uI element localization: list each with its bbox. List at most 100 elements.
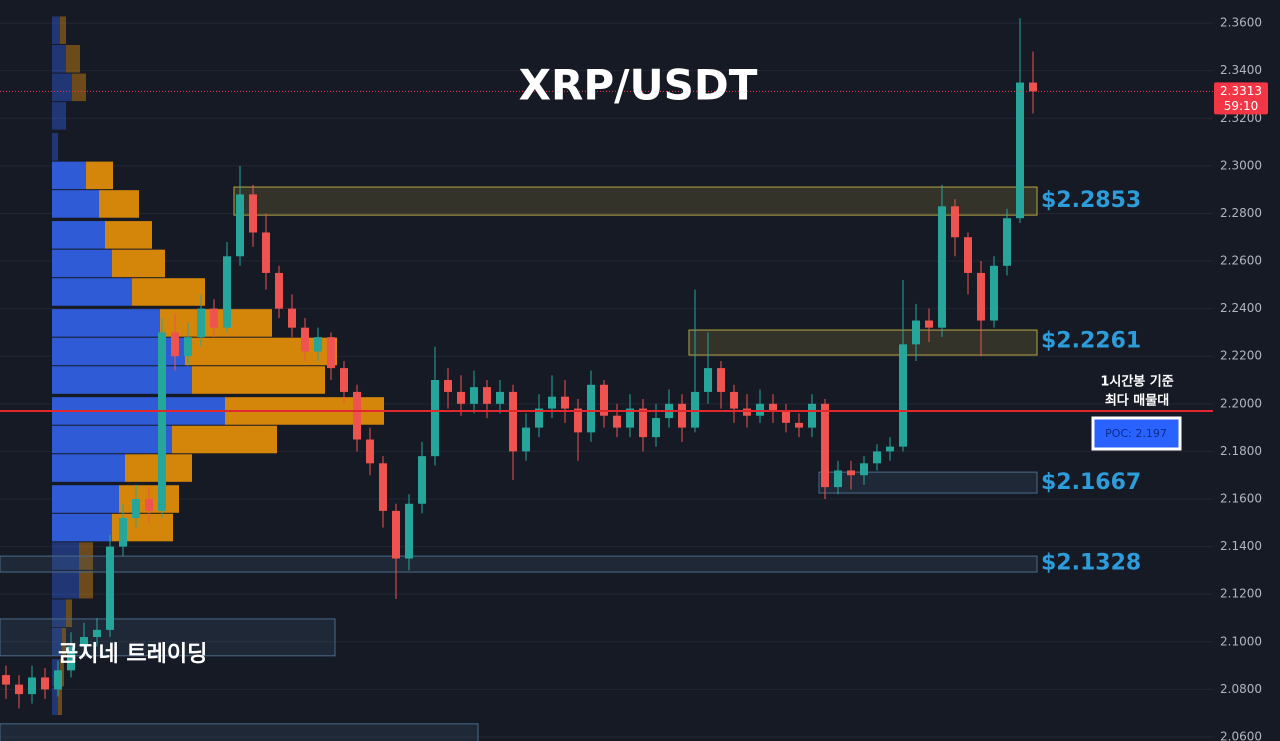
candle-body (106, 546, 114, 630)
y-tick-label: 2.3400 (1220, 63, 1262, 77)
candle-body (119, 518, 127, 547)
y-tick-label: 2.2600 (1220, 254, 1262, 268)
profile-buy (52, 44, 66, 73)
candle-body (1003, 218, 1011, 266)
profile-buy (52, 454, 125, 482)
candle-body (54, 670, 62, 690)
candle-body (314, 337, 322, 352)
candle-body (925, 320, 933, 328)
zone (818, 471, 1038, 494)
profile-sell (66, 599, 72, 627)
candle-body (756, 403, 764, 416)
profile-sell (86, 161, 113, 190)
profile-buy (52, 102, 66, 130)
candle-body (158, 332, 166, 511)
candle-body (600, 384, 608, 416)
candle-body (353, 391, 361, 440)
profile-sell (105, 221, 152, 249)
profile-buy (52, 190, 99, 218)
profile-sell (132, 278, 205, 306)
profile-buy (52, 249, 112, 278)
profile-buy (52, 599, 66, 627)
candle-body (444, 380, 452, 392)
y-tick-label: 2.3600 (1220, 16, 1262, 30)
candle-body (626, 408, 634, 428)
y-tick-label: 2.1600 (1220, 491, 1262, 505)
candle-body (964, 237, 972, 273)
candle-body (418, 456, 426, 504)
candle-body (574, 408, 582, 433)
price-tag-label: 2.3313 (1220, 84, 1262, 98)
candle-body (652, 418, 660, 438)
candles (2, 18, 1037, 709)
poc-label: POC: 2.197 (1105, 427, 1167, 440)
candle-body (197, 308, 205, 338)
profile-buy (52, 627, 62, 656)
annotation: 최다 매물대 (1105, 393, 1169, 409)
zone (688, 329, 1038, 356)
profile-buy (52, 513, 112, 542)
candle-body (678, 403, 686, 428)
candle-body (236, 194, 244, 257)
candle-body (717, 368, 725, 392)
y-tick-label: 2.2000 (1220, 396, 1262, 410)
candle-body (405, 503, 413, 559)
profile-sell (72, 73, 86, 102)
profile-sell (66, 44, 80, 73)
profile-sell (60, 16, 66, 44)
candle-body (457, 391, 465, 404)
candle-body (509, 391, 517, 452)
candle-body (340, 368, 348, 392)
candle-body (145, 498, 153, 511)
candle-body (262, 232, 270, 273)
candle-body (886, 446, 894, 452)
candle-body (431, 380, 439, 457)
candle-body (743, 408, 751, 416)
candle-body (2, 675, 10, 685)
candle-body (769, 403, 777, 411)
candle-body (483, 387, 491, 404)
candle-body (392, 510, 400, 559)
profile-buy (52, 161, 86, 190)
candle-body (301, 327, 309, 352)
candle-body (171, 332, 179, 357)
candle-body (210, 308, 218, 328)
candle-body (15, 684, 23, 695)
profile-sell (79, 570, 93, 599)
y-tick-label: 2.0600 (1220, 729, 1262, 741)
candle-body (249, 194, 257, 233)
profile-buy (52, 221, 105, 249)
y-tick-label: 2.1400 (1220, 539, 1262, 553)
volume-profile (52, 16, 384, 716)
chart-title: XRP/USDT (519, 61, 758, 110)
candle-body (288, 308, 296, 328)
profile-buy (52, 687, 58, 716)
candle-body (782, 410, 790, 423)
candle-body (223, 256, 231, 328)
candle-body (951, 206, 959, 238)
candle-body (639, 408, 647, 438)
candle-body (535, 408, 543, 428)
zone (233, 186, 1038, 216)
candle-body (28, 677, 36, 695)
candle-body (470, 387, 478, 404)
candle-body (990, 265, 998, 321)
candle-body (899, 344, 907, 447)
y-tick-label: 2.1200 (1220, 587, 1262, 601)
candle-body (613, 415, 621, 428)
profile-buy (52, 425, 172, 454)
candle-body (496, 391, 504, 404)
profile-buy (52, 366, 192, 394)
candle-body (912, 320, 920, 345)
y-tick-label: 2.1800 (1220, 444, 1262, 458)
candle-body (704, 368, 712, 392)
candle-body (587, 384, 595, 433)
candle-body (691, 391, 699, 428)
zone-label: $2.2853 (1041, 188, 1141, 213)
candle-body (275, 272, 283, 309)
candle-body (93, 629, 101, 638)
y-tick-label: 2.1000 (1220, 634, 1262, 648)
profile-sell (112, 249, 165, 278)
profile-buy (52, 16, 60, 44)
